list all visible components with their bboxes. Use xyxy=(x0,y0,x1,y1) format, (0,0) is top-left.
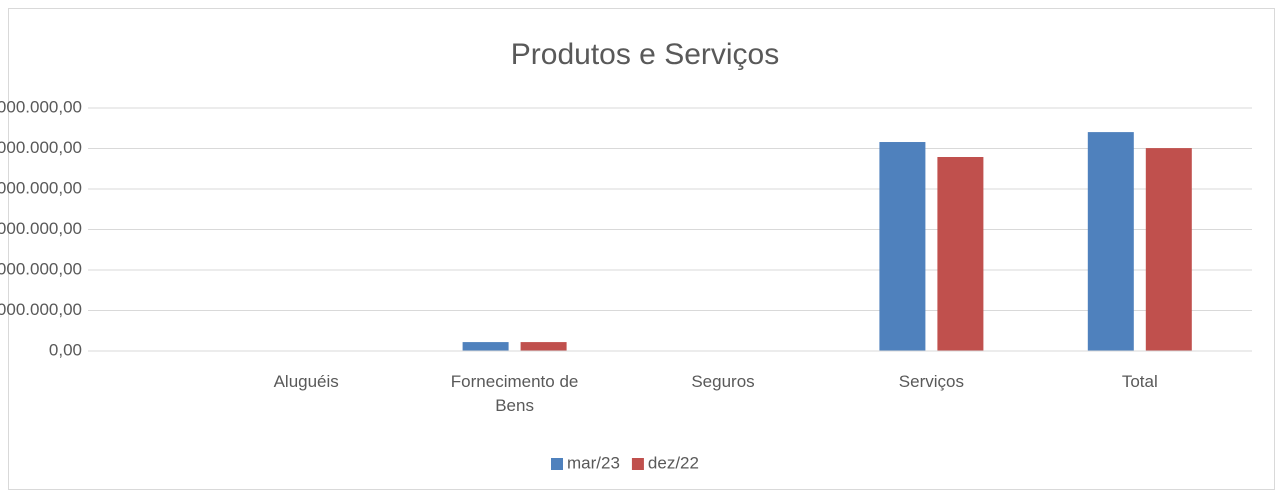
bar xyxy=(879,142,926,351)
legend-label: dez/22 xyxy=(648,453,699,472)
x-tick-label: Aluguéis xyxy=(274,372,339,391)
y-tick-label: 40.000.000,00 xyxy=(0,259,82,278)
chart-border xyxy=(8,8,1275,490)
bar xyxy=(520,342,567,351)
bar xyxy=(462,342,509,351)
x-tick-label: Total xyxy=(1122,372,1158,391)
x-tick-label: Serviços xyxy=(899,372,964,391)
x-tick-label: Seguros xyxy=(691,372,754,391)
legend-swatch xyxy=(551,458,563,470)
legend-swatch xyxy=(631,458,644,470)
y-tick-label: 20.000.000,00 xyxy=(0,300,82,319)
bar xyxy=(1145,148,1192,351)
y-tick-label: 80.000.000,00 xyxy=(0,178,82,197)
bar xyxy=(1087,132,1134,351)
chart-title: Produtos e Serviços xyxy=(511,38,779,71)
y-tick-label: 60.000.000,00 xyxy=(0,219,82,238)
y-tick-label: 120.000.000,00 xyxy=(0,97,82,116)
y-tick-label: 0,00 xyxy=(49,340,82,359)
bar xyxy=(937,157,984,351)
y-tick-label: 100.000.000,00 xyxy=(0,138,82,157)
x-tick-label: Fornecimento de Bens xyxy=(451,372,579,415)
legend-label: mar/23 xyxy=(567,453,620,472)
